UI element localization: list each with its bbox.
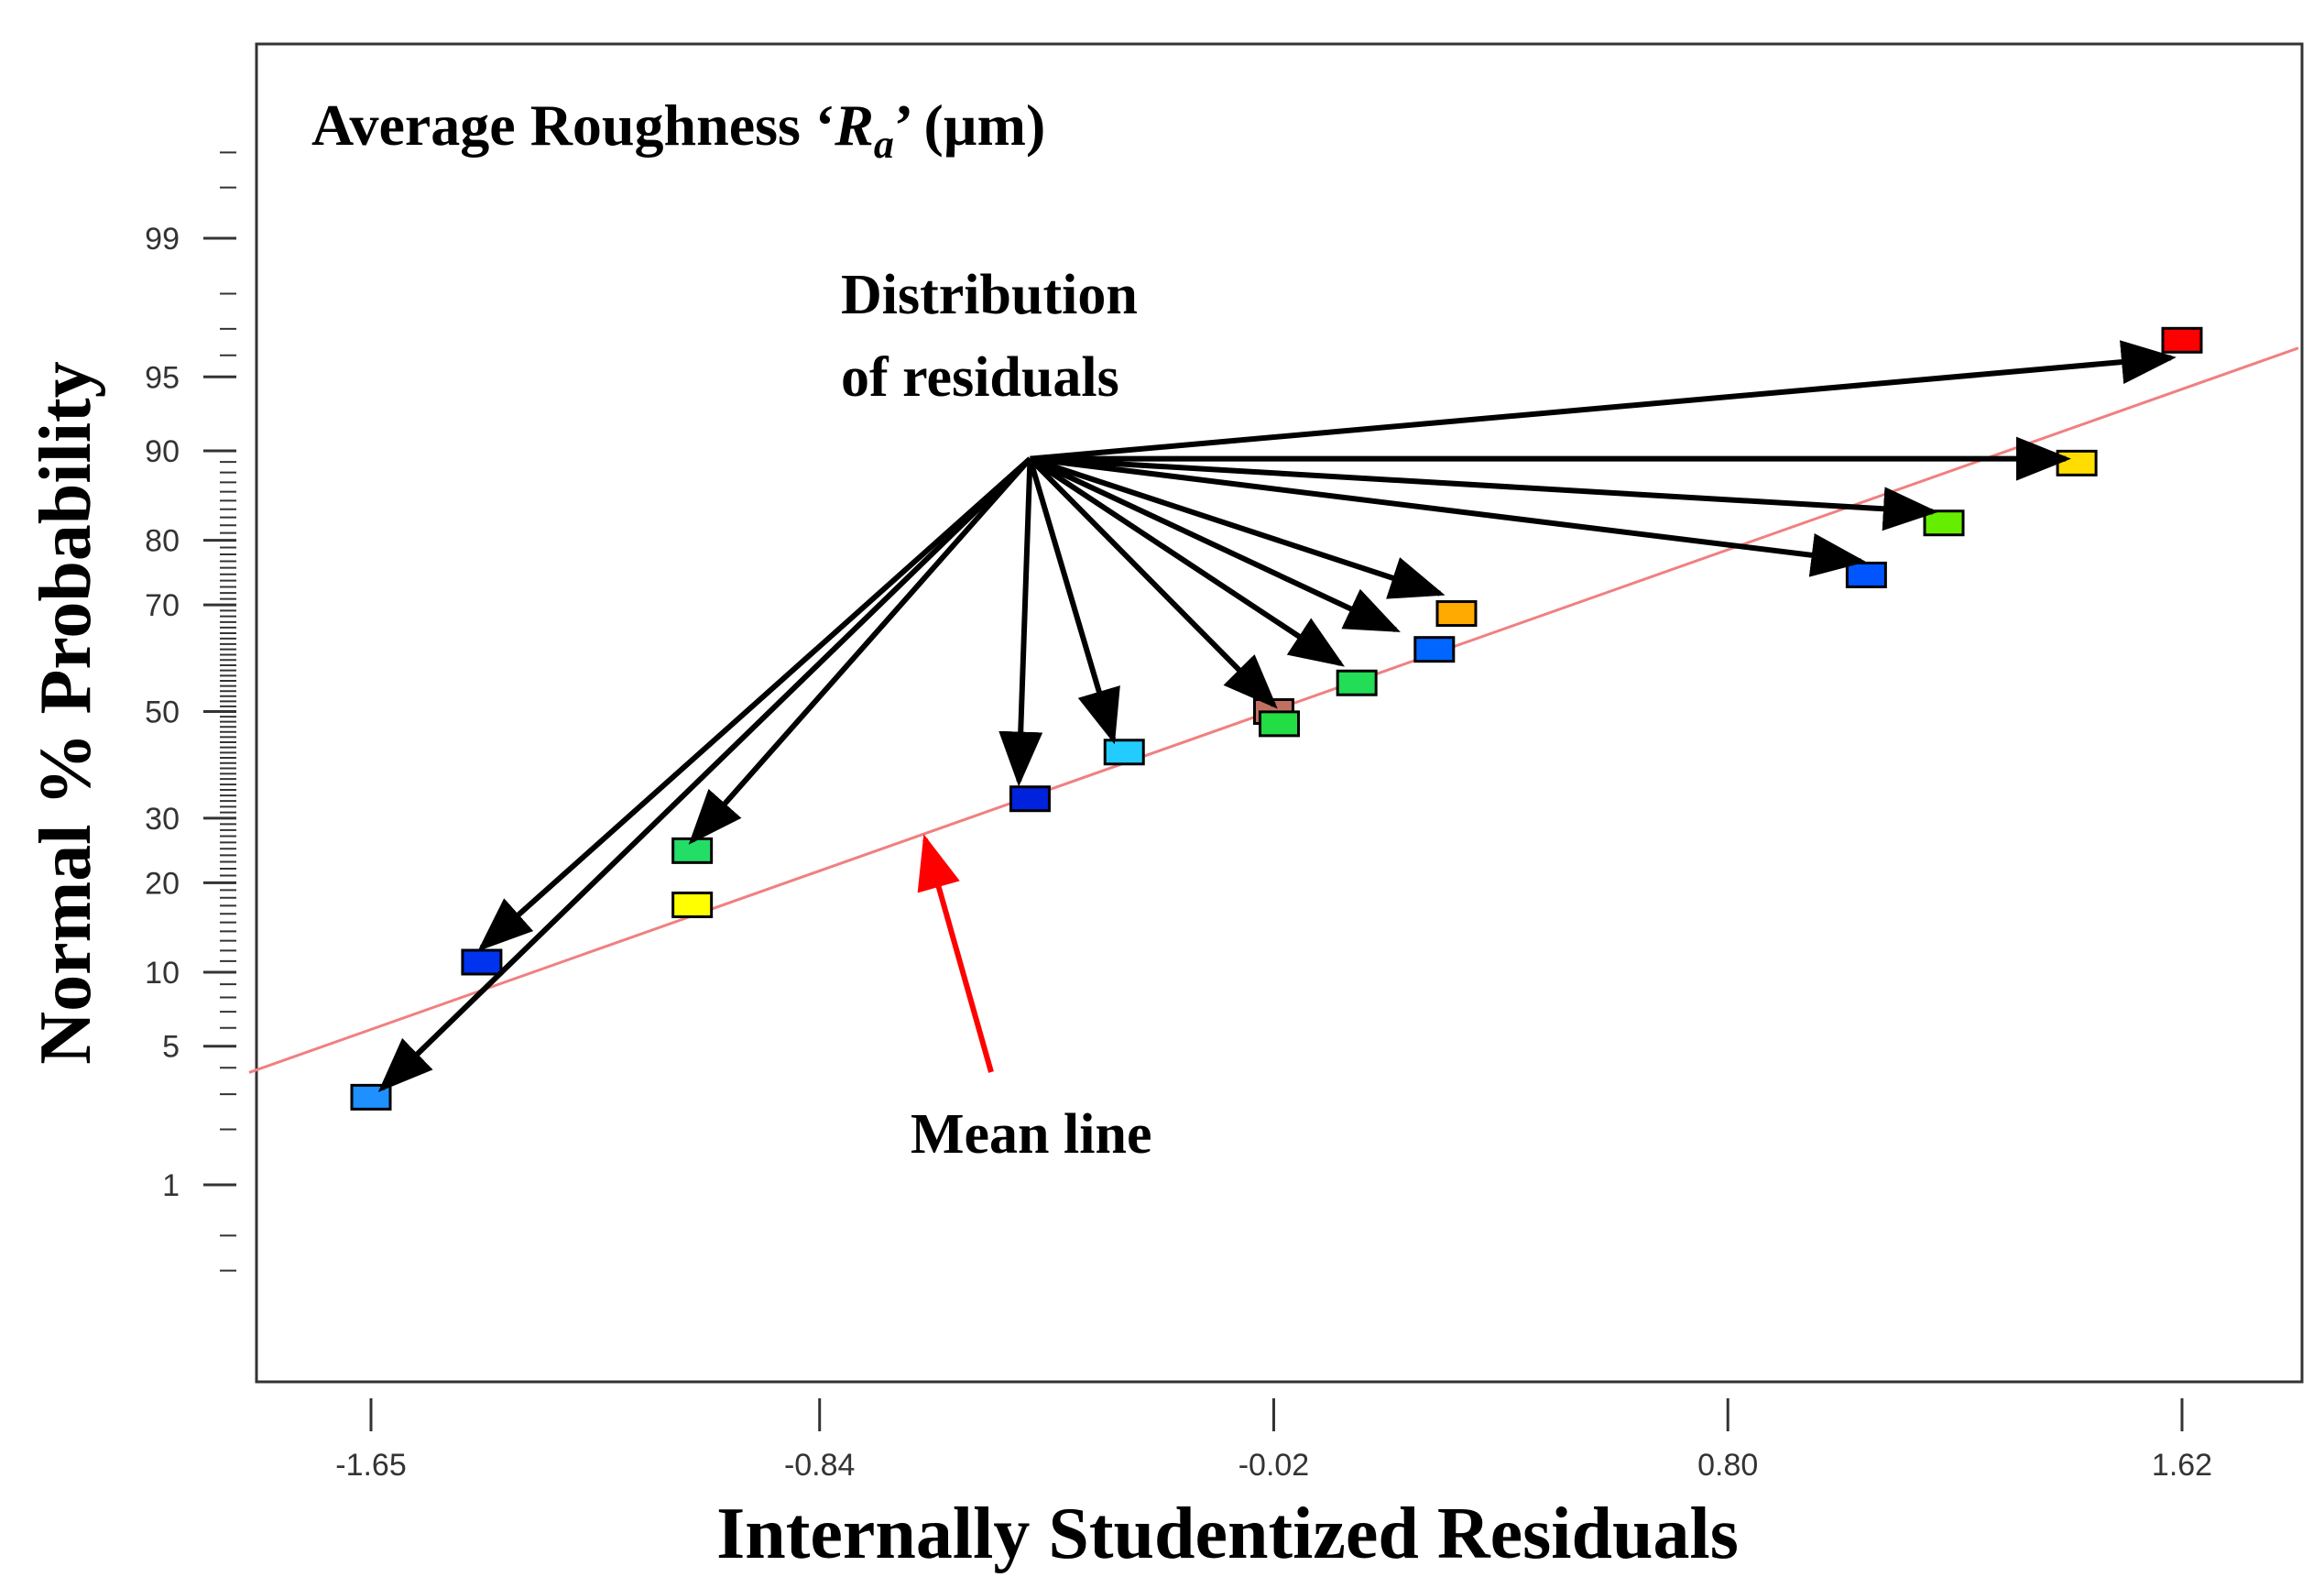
residual-point <box>1259 710 1301 738</box>
distribution-arrows <box>377 340 2177 1092</box>
y-tick-label: 50 <box>145 695 180 730</box>
residual-point <box>1845 561 1887 588</box>
y-tick-label: 1 <box>162 1168 180 1203</box>
distribution-arrow <box>1030 455 1938 531</box>
y-tick-label: 30 <box>145 802 180 837</box>
residual-point <box>461 948 503 976</box>
x-tick-label: -0.84 <box>784 1448 856 1483</box>
y-axis-ticks: 1 5 10 20 30 50 70 80 90 95 99 <box>145 222 236 1203</box>
x-tick-label: -1.65 <box>335 1448 407 1483</box>
chart-title-suffix: ’ (µm) <box>894 93 1045 158</box>
distribution-arrow <box>1027 457 1120 745</box>
residual-point <box>1923 509 1965 537</box>
chart-title-subscript: a <box>874 122 894 167</box>
residual-point <box>350 1083 392 1111</box>
distribution-arrow <box>998 458 1043 787</box>
distribution-arrow <box>1028 456 1278 709</box>
y-tick-label: 5 <box>162 1030 180 1065</box>
distribution-arrow <box>1030 340 2177 462</box>
residual-point <box>671 837 714 864</box>
distribution-arrow <box>1029 455 1446 599</box>
mean-line-label: Mean line <box>911 1103 1151 1166</box>
residual-point <box>1435 600 1478 628</box>
residual-point <box>1009 785 1051 813</box>
chart-title-variable: R <box>834 93 874 158</box>
x-axis-label: Internally Studentized Residuals <box>716 1494 1739 1574</box>
mean-line-pointer-arrow <box>917 834 994 1073</box>
distribution-arrow <box>688 456 1032 845</box>
y-tick-label: 95 <box>145 360 180 395</box>
residual-point <box>1103 739 1145 766</box>
y-axis-label: Normal % Probability <box>26 361 106 1064</box>
chart-title: Average Roughness ‘Ra’ (µm) <box>311 93 1045 167</box>
residual-point <box>2161 326 2203 354</box>
residual-point <box>2056 449 2098 476</box>
y-tick-label: 10 <box>145 956 180 991</box>
chart-title-prefix: Average Roughness ‘ <box>311 93 835 158</box>
residual-point <box>1336 669 1378 696</box>
y-tick-label: 80 <box>145 524 180 559</box>
distribution-label-line2: of residuals <box>841 346 1119 409</box>
x-axis-ticks: -1.65 -0.84 -0.02 0.80 1.62 <box>335 1398 2212 1483</box>
y-minor-ticks <box>220 151 236 1272</box>
y-tick-label: 90 <box>145 434 180 469</box>
distribution-arrow <box>1029 455 1401 633</box>
distribution-arrow <box>377 456 1032 1092</box>
x-tick-label: -0.02 <box>1238 1448 1310 1483</box>
y-tick-label: 20 <box>145 866 180 901</box>
y-tick-label: 99 <box>145 222 180 257</box>
y-tick-label: 70 <box>145 588 180 623</box>
distribution-label-line1: Distribution <box>841 264 1138 326</box>
x-tick-label: 0.80 <box>1697 1448 1758 1483</box>
distribution-arrow <box>477 456 1032 952</box>
residual-point <box>1413 636 1456 663</box>
residual-point <box>671 891 714 918</box>
x-tick-label: 1.62 <box>2152 1448 2212 1483</box>
distribution-arrow <box>1028 456 1346 667</box>
distribution-arrow <box>1030 455 1867 577</box>
